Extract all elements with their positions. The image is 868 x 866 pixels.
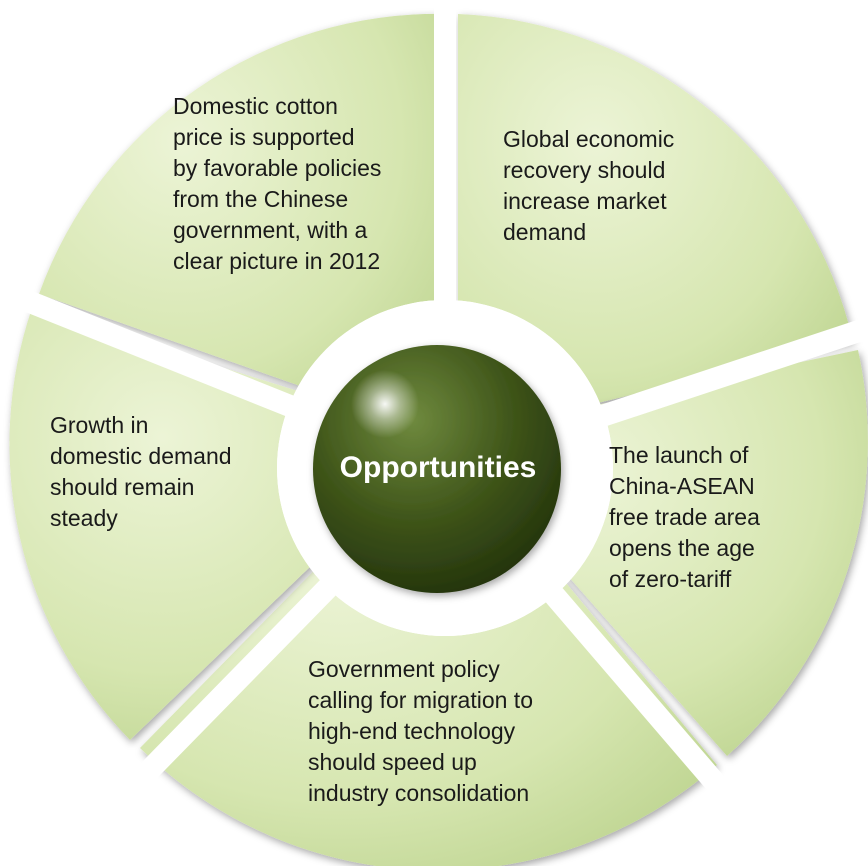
segment-bottom — [140, 437, 717, 866]
segment-top-left — [39, 13, 445, 437]
segment-text-top-right: Global economic recovery should increase… — [503, 126, 675, 245]
center-label: Opportunities — [339, 451, 537, 484]
segment-text-right: The launch of China-ASEAN free trade are… — [609, 442, 760, 592]
segment-top-right — [458, 14, 853, 437]
center-glow — [351, 370, 419, 438]
segment-text-left: Growth in domestic demand should remain … — [50, 412, 232, 531]
segment-text-top-left: Domestic cotton price is supported by fa… — [173, 93, 382, 274]
segment-text-bottom: Government policy calling for migration … — [308, 656, 533, 806]
